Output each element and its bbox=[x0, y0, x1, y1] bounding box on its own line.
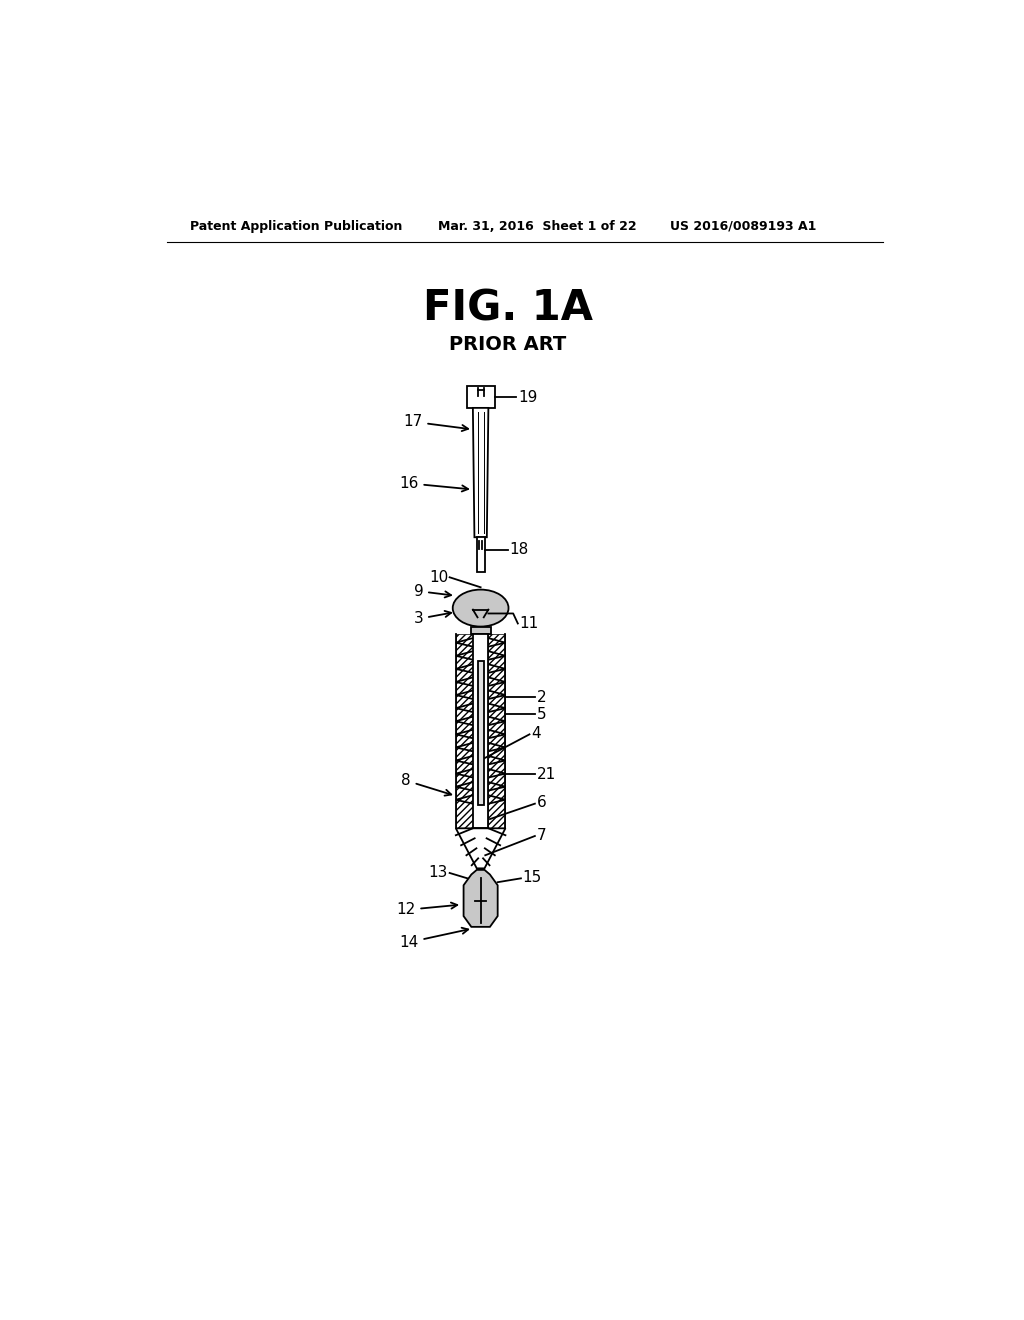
Text: 13: 13 bbox=[429, 866, 449, 880]
Text: 11: 11 bbox=[519, 616, 539, 631]
Text: 16: 16 bbox=[399, 475, 468, 491]
Text: 18: 18 bbox=[509, 543, 528, 557]
Text: 7: 7 bbox=[537, 828, 546, 842]
Bar bbox=[473, 635, 488, 829]
Polygon shape bbox=[456, 829, 506, 869]
Text: FIG. 1A: FIG. 1A bbox=[423, 288, 593, 330]
Text: 12: 12 bbox=[396, 903, 458, 917]
Text: 8: 8 bbox=[401, 774, 452, 796]
Text: PRIOR ART: PRIOR ART bbox=[450, 335, 566, 354]
Text: 2: 2 bbox=[537, 690, 546, 705]
Text: 4: 4 bbox=[531, 726, 541, 741]
Ellipse shape bbox=[453, 590, 509, 627]
Bar bbox=[471, 627, 490, 635]
Text: Patent Application Publication: Patent Application Publication bbox=[190, 219, 402, 232]
Text: 3: 3 bbox=[414, 611, 452, 627]
Text: 14: 14 bbox=[399, 928, 468, 950]
Text: 10: 10 bbox=[429, 570, 449, 585]
Text: 15: 15 bbox=[522, 870, 542, 886]
Text: 9: 9 bbox=[414, 583, 451, 599]
Text: Mar. 31, 2016  Sheet 1 of 22: Mar. 31, 2016 Sheet 1 of 22 bbox=[438, 219, 637, 232]
Bar bbox=[467, 387, 495, 408]
Polygon shape bbox=[464, 870, 498, 927]
Text: 19: 19 bbox=[518, 389, 538, 405]
Text: 21: 21 bbox=[537, 767, 556, 781]
Text: 6: 6 bbox=[537, 796, 546, 810]
Bar bbox=[456, 635, 473, 829]
Text: 17: 17 bbox=[403, 414, 468, 432]
Bar bbox=[488, 635, 506, 829]
Text: 5: 5 bbox=[537, 706, 546, 722]
Text: US 2016/0089193 A1: US 2016/0089193 A1 bbox=[671, 219, 817, 232]
Polygon shape bbox=[473, 408, 488, 537]
Bar bbox=[478, 661, 483, 805]
Bar bbox=[477, 537, 484, 572]
